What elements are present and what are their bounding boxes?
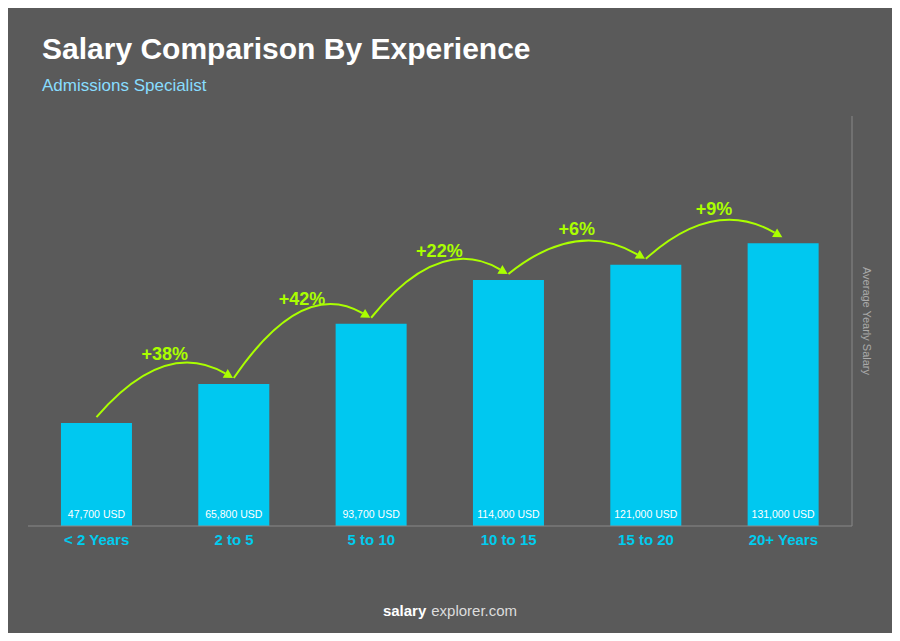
svg-text:121,000 USD: 121,000 USD bbox=[614, 508, 677, 520]
svg-text:Average Yearly Salary: Average Yearly Salary bbox=[861, 267, 873, 376]
svg-text:2 to 5: 2 to 5 bbox=[214, 531, 253, 548]
svg-text:5 to 10: 5 to 10 bbox=[348, 531, 396, 548]
svg-text:47,700 USD: 47,700 USD bbox=[68, 508, 126, 520]
html-text:Admissions Specialist: Admissions Specialist bbox=[42, 76, 207, 95]
svg-text:131,000 USD: 131,000 USD bbox=[752, 508, 815, 520]
svg-text:+6%: +6% bbox=[558, 219, 595, 239]
svg-text:< 2 Years: < 2 Years bbox=[64, 531, 129, 548]
svg-text:10 to 15: 10 to 15 bbox=[481, 531, 537, 548]
svg-text:15 to 20: 15 to 20 bbox=[618, 531, 674, 548]
svg-text:114,000 USD: 114,000 USD bbox=[477, 508, 540, 520]
html-text:Salary Comparison By Experienc: Salary Comparison By Experience bbox=[42, 32, 531, 65]
svg-text:+22%: +22% bbox=[416, 241, 463, 261]
svg-text:+9%: +9% bbox=[696, 199, 733, 219]
svg-text:65,800 USD: 65,800 USD bbox=[205, 508, 263, 520]
svg-text:93,700 USD: 93,700 USD bbox=[343, 508, 401, 520]
svg-text:+38%: +38% bbox=[141, 344, 188, 364]
svg-text:20+ Years: 20+ Years bbox=[749, 531, 818, 548]
svg-text:+42%: +42% bbox=[279, 289, 326, 309]
html-text:salary explorer.com: salary explorer.com bbox=[382, 602, 518, 619]
